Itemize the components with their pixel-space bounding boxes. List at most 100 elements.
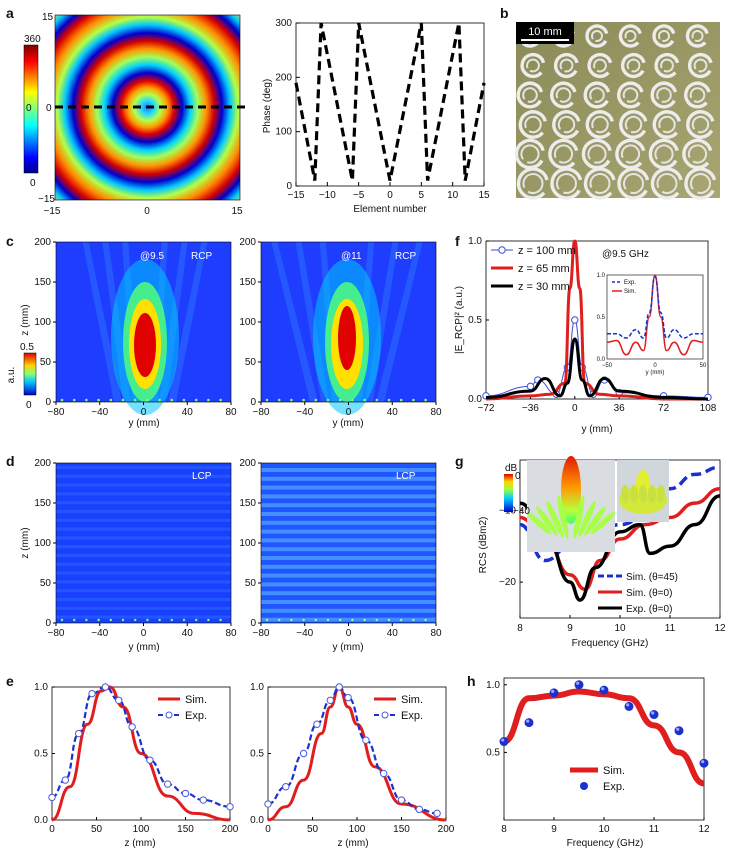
inner-ring — [687, 144, 708, 164]
phase-map — [54, 14, 245, 201]
f-xlabel: y (mm) — [581, 424, 612, 435]
inner-ring — [656, 173, 678, 194]
main-lobe — [561, 456, 581, 524]
fringe — [56, 606, 231, 610]
inset-xtick: −50 — [602, 363, 613, 369]
source-dot — [207, 618, 210, 622]
fringe — [56, 492, 231, 496]
fringe — [56, 527, 231, 531]
tick-label: 0 — [265, 824, 271, 835]
inner-ring — [623, 173, 644, 194]
tick-label: 9 — [567, 623, 573, 634]
phase-ylabel: Phase (deg) — [262, 79, 273, 133]
inner-ring — [520, 144, 540, 164]
legend-label: Sim. (θ=45) — [626, 572, 678, 583]
fringe — [56, 536, 231, 540]
source-dot — [387, 398, 391, 402]
exp-point-highlight — [651, 711, 655, 715]
tick-label: 100 — [34, 317, 51, 328]
profile-chart-left: 0.0 0.5 1.0 0 50 100 150 200 Sim. Exp. — [34, 682, 239, 835]
split-ring — [587, 52, 613, 79]
fringe — [261, 600, 436, 604]
split-ring — [618, 24, 642, 48]
phase-colorbar — [23, 44, 39, 174]
inner-ring — [654, 144, 674, 164]
exp-point — [282, 783, 290, 791]
source-dot — [85, 618, 88, 622]
tick-label: 36 — [614, 403, 626, 414]
fringe — [56, 510, 231, 513]
fringe — [56, 554, 231, 557]
inner-ring — [522, 173, 544, 194]
f-freq-note: @9.5 GHz — [602, 249, 649, 260]
exp-point-highlight — [701, 760, 705, 764]
tick-label: 100 — [133, 824, 150, 835]
pol-tag: LCP — [192, 471, 212, 482]
tick-label: 0.5 — [486, 747, 500, 758]
inner-ring — [559, 58, 574, 73]
field-map-rcp-11: @11 RCP — [260, 241, 437, 415]
tick-label: 0.0 — [34, 815, 48, 826]
exp-point — [499, 737, 509, 747]
source-dot — [387, 618, 391, 622]
c-xlabel: y (mm) — [128, 418, 159, 429]
fringe — [261, 494, 436, 499]
exp-point — [61, 776, 70, 784]
fringe — [261, 520, 436, 525]
scalebar-label: 10 mm — [528, 26, 562, 38]
exp-point-highlight — [501, 738, 505, 742]
inner-ring — [620, 144, 641, 164]
fringe — [261, 556, 436, 560]
tick-label: 0.0 — [468, 394, 482, 405]
field-map-lcp-11: LCP — [260, 462, 437, 624]
source-dot — [412, 618, 415, 622]
inset-ytick: 0.0 — [597, 357, 606, 363]
fringe — [261, 512, 436, 516]
tick-label: −15 — [288, 190, 305, 201]
fringe — [261, 547, 436, 552]
source-dot — [363, 398, 366, 402]
tick-label: 0.5 — [468, 315, 482, 326]
split-ring — [553, 52, 579, 79]
colorbar-mid: 0 — [26, 103, 32, 114]
tick-label: 100 — [239, 317, 256, 328]
tick-label: −10 — [319, 190, 336, 201]
source-dot — [265, 618, 269, 622]
inner-ring — [622, 87, 639, 103]
tick-label: 50 — [307, 824, 319, 835]
source-dot — [109, 398, 113, 402]
legend-label: Exp. (θ=0) — [626, 604, 672, 615]
source-dot — [158, 618, 161, 622]
source-dot — [146, 618, 149, 622]
pattern-3d-petal — [639, 485, 647, 503]
pol-tag: LCP — [396, 471, 416, 482]
side-lobe — [536, 506, 558, 536]
split-ring — [652, 110, 681, 139]
tick-label: 100 — [34, 538, 51, 549]
tick-label: 0 — [286, 181, 292, 192]
source-dot — [375, 398, 379, 402]
tick-label: −40 — [91, 407, 108, 418]
source-dot — [363, 618, 366, 622]
source-dot — [121, 398, 125, 402]
tick-label: 10 — [598, 824, 610, 835]
inner-ring — [524, 115, 542, 134]
legend-label: z = 30 mm — [518, 281, 570, 293]
legend-label: z = 65 mm — [518, 263, 570, 275]
fringe — [261, 582, 436, 587]
tick-label: 12 — [714, 623, 726, 634]
tick-label: 11 — [665, 623, 676, 634]
pattern-3d-petal — [648, 485, 656, 503]
tick-label: 50 — [40, 578, 52, 589]
amp-cb-min: 0 — [26, 400, 32, 411]
inner-ring — [693, 58, 708, 73]
side-lobe — [578, 500, 596, 538]
phase-chart: 0 100 200 300 −15 −10 −5 0 5 10 15 Phase (deg) Ele… — [262, 18, 490, 215]
inner-ring — [656, 87, 672, 103]
tick-label: 0 — [572, 403, 578, 414]
side-lobe — [584, 506, 606, 536]
split-ring — [552, 110, 581, 139]
tick-label: 0 — [346, 407, 352, 418]
fringe — [56, 545, 231, 549]
